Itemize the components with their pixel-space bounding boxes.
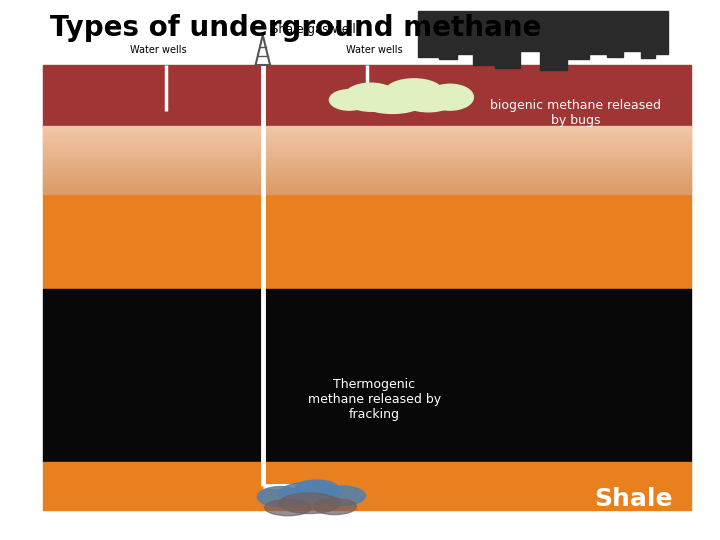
- Bar: [43, 65, 691, 127]
- Ellipse shape: [362, 92, 423, 113]
- Text: Shale: Shale: [594, 488, 673, 511]
- Bar: [520, 11, 540, 51]
- Bar: [655, 11, 668, 54]
- Ellipse shape: [279, 482, 341, 505]
- Ellipse shape: [330, 90, 369, 110]
- Text: Types of underground methane: Types of underground methane: [50, 14, 541, 42]
- Bar: [43, 127, 691, 194]
- Ellipse shape: [265, 500, 311, 516]
- Text: Water wells: Water wells: [130, 45, 186, 55]
- Bar: [567, 11, 589, 59]
- Ellipse shape: [279, 493, 341, 514]
- Bar: [43, 126, 691, 130]
- Text: Thermogenic
methane released by
fracking: Thermogenic methane released by fracking: [308, 378, 441, 421]
- Bar: [623, 11, 641, 51]
- Bar: [43, 289, 691, 462]
- Ellipse shape: [319, 486, 365, 505]
- Bar: [43, 146, 691, 151]
- Bar: [43, 180, 691, 184]
- Bar: [641, 11, 655, 58]
- Ellipse shape: [313, 498, 356, 515]
- Bar: [43, 130, 691, 133]
- Text: biogenic methane released
by bugs: biogenic methane released by bugs: [490, 99, 662, 127]
- Bar: [43, 170, 691, 174]
- Bar: [495, 11, 520, 68]
- Bar: [43, 150, 691, 154]
- Bar: [457, 11, 473, 54]
- Bar: [43, 462, 691, 510]
- Bar: [43, 137, 691, 140]
- Bar: [43, 157, 691, 160]
- Bar: [43, 143, 691, 147]
- Ellipse shape: [385, 79, 443, 105]
- Ellipse shape: [295, 480, 338, 496]
- Bar: [43, 174, 691, 178]
- Bar: [43, 160, 691, 164]
- Bar: [43, 184, 691, 188]
- Bar: [589, 11, 607, 54]
- Bar: [43, 191, 691, 194]
- Ellipse shape: [344, 83, 397, 111]
- Bar: [43, 153, 691, 157]
- Bar: [43, 177, 691, 181]
- Bar: [43, 167, 691, 171]
- Text: Water wells: Water wells: [346, 45, 402, 55]
- Bar: [439, 11, 457, 59]
- Bar: [43, 187, 691, 191]
- Bar: [540, 11, 567, 70]
- Bar: [43, 164, 691, 167]
- Bar: [473, 11, 495, 65]
- Bar: [43, 133, 691, 137]
- Text: Shale gas well: Shale gas well: [271, 23, 356, 36]
- Bar: [418, 11, 439, 57]
- Ellipse shape: [403, 91, 454, 112]
- Ellipse shape: [426, 84, 474, 110]
- Bar: [607, 11, 623, 57]
- Bar: [43, 140, 691, 144]
- Ellipse shape: [258, 487, 304, 507]
- Bar: [43, 194, 691, 289]
